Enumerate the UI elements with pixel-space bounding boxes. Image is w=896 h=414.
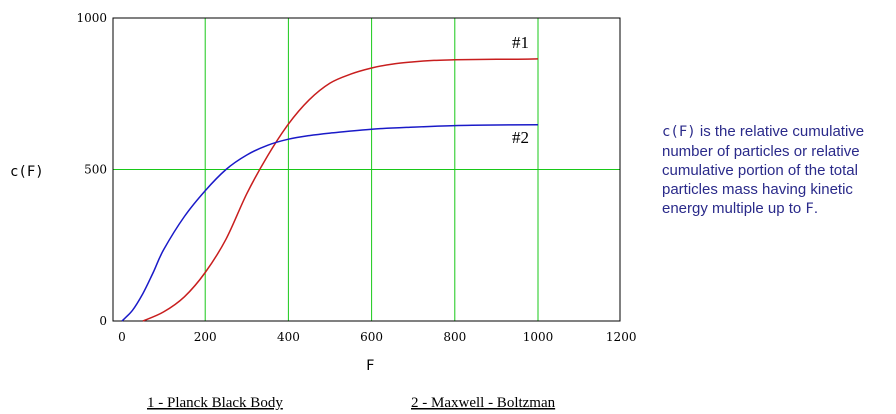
description-note: c(F) is the relative cumulative number o… (662, 122, 892, 219)
note-end: . (813, 200, 819, 217)
note-text: is the relative cumulative number of par… (662, 123, 865, 217)
x-tick-label-5: 1000 (523, 330, 554, 344)
x-tick-label-4: 800 (443, 330, 466, 344)
plot-frame (112, 17, 621, 322)
series-line-1 (142, 58, 539, 322)
series-layer (121, 58, 539, 322)
caption-maxwell: 2 - Maxwell - Boltzman (411, 395, 556, 411)
x-tick-label-3: 600 (360, 330, 383, 344)
y-tick-label-1: 500 (84, 163, 107, 177)
note-variable: F (805, 201, 814, 217)
series-label-2: #2 (512, 128, 529, 147)
y-axis-label: c(F) (10, 164, 44, 180)
x-tick-label-6: 1200 (606, 330, 637, 344)
note-function: c(F) (662, 124, 696, 140)
y-tick-label-0: 0 (99, 314, 107, 328)
tick-labels: 0 200 400 600 800 1000 1200 0 500 1000 (76, 11, 636, 344)
series-label-1: #1 (512, 33, 529, 52)
y-tick-label-2: 1000 (76, 11, 107, 25)
series-line-2 (121, 123, 539, 322)
grid-lines (113, 18, 620, 321)
x-axis-label: F (366, 358, 374, 374)
caption-planck: 1 - Planck Black Body (147, 395, 283, 411)
x-tick-label-1: 200 (194, 330, 217, 344)
x-tick-label-0: 0 (118, 330, 126, 344)
x-tick-label-2: 400 (277, 330, 300, 344)
